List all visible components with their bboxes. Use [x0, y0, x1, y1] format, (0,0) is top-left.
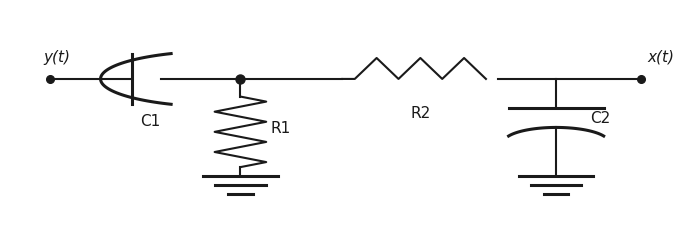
Text: R2: R2: [410, 105, 430, 120]
Text: R1: R1: [271, 120, 291, 135]
Text: C2: C2: [590, 110, 610, 126]
Text: y(t): y(t): [44, 49, 71, 64]
Text: C1: C1: [140, 114, 160, 129]
Text: x(t): x(t): [648, 49, 675, 64]
